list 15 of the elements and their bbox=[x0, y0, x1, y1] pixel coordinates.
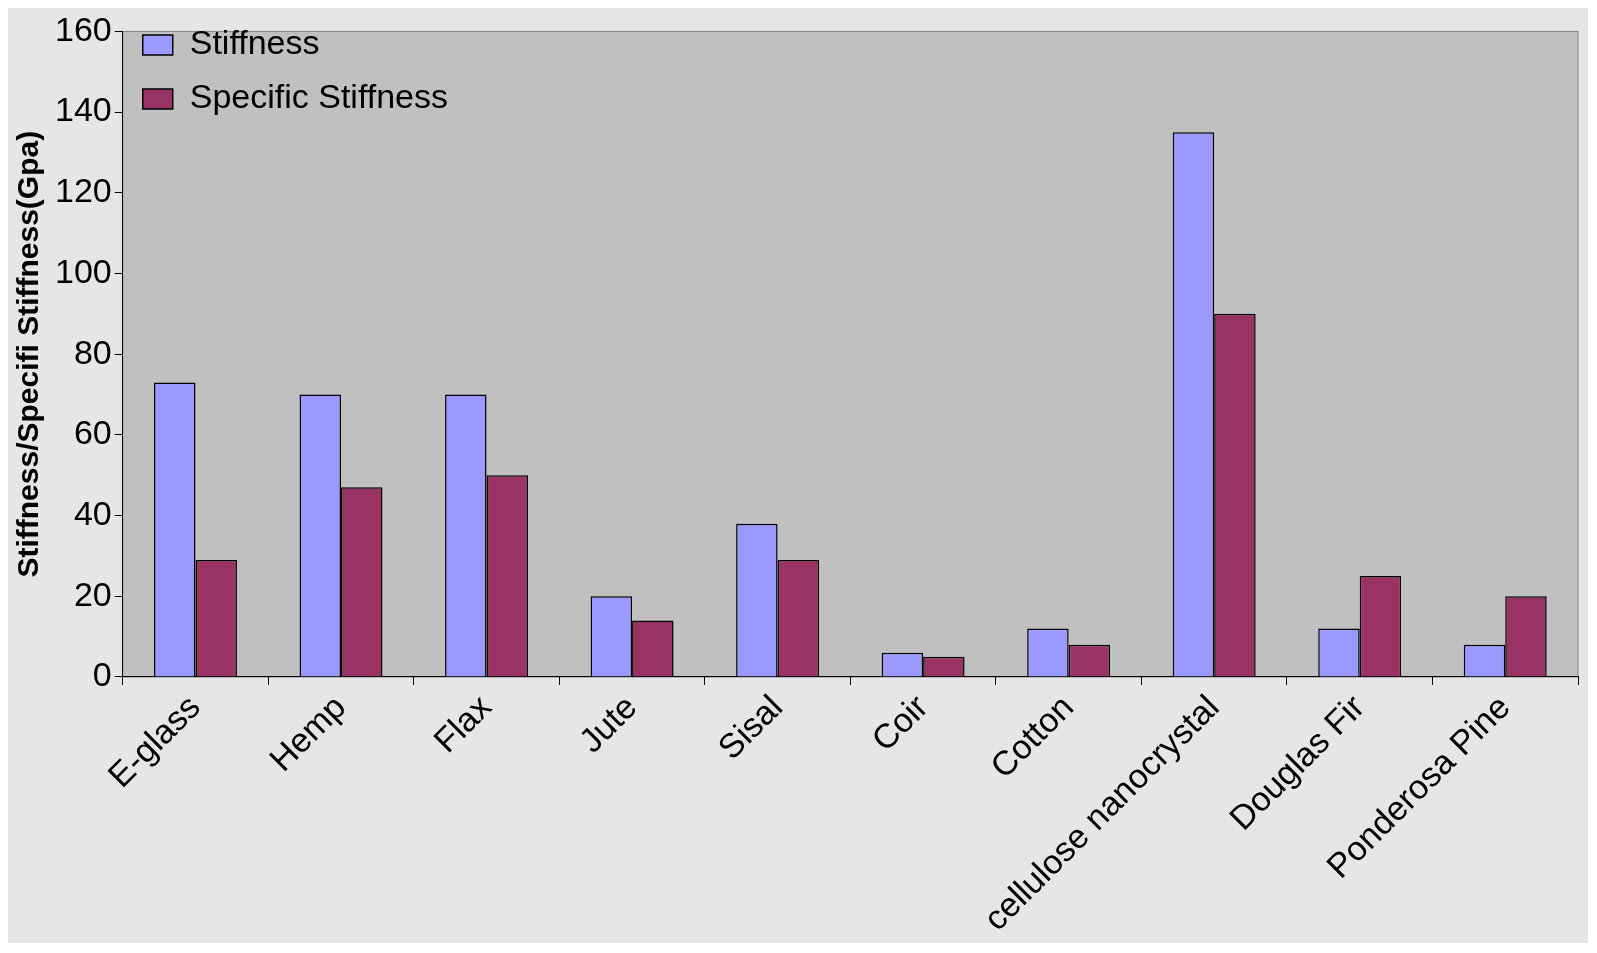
x-tick-label: Coir bbox=[863, 687, 935, 759]
y-tick-label: 160 bbox=[54, 9, 112, 48]
y-tick-label: 80 bbox=[73, 332, 112, 371]
x-tick-label: Flax bbox=[425, 687, 499, 760]
y-tick-label: 40 bbox=[73, 493, 112, 532]
y-tick-label: 120 bbox=[54, 171, 112, 210]
x-tick-label: Jute bbox=[571, 687, 644, 760]
legend-label: Specific Stiffness bbox=[189, 77, 449, 116]
y-axis-title: Stiffness/Specifi Stiffness(Gpa) bbox=[11, 130, 45, 578]
y-tick-label: 20 bbox=[73, 574, 112, 613]
y-tick-label: 140 bbox=[54, 90, 112, 129]
y-tick-label: 60 bbox=[73, 413, 112, 452]
y-tick-label: 100 bbox=[54, 251, 112, 290]
y-tick-label: 0 bbox=[92, 655, 112, 694]
legend-label: Stiffness bbox=[189, 23, 320, 62]
